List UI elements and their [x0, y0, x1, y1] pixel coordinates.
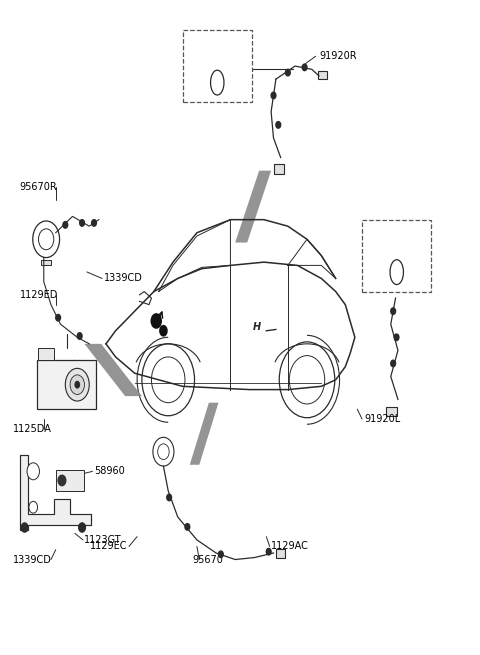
Text: 95674B: 95674B [374, 242, 419, 252]
Circle shape [56, 314, 60, 321]
Polygon shape [190, 403, 218, 465]
Text: (W/O ABS): (W/O ABS) [375, 228, 419, 237]
Text: 58920: 58920 [39, 362, 70, 372]
Circle shape [167, 494, 171, 500]
Circle shape [29, 501, 37, 513]
Circle shape [27, 463, 39, 480]
Circle shape [21, 523, 28, 532]
Text: 58960: 58960 [94, 466, 125, 476]
Text: 1125DA: 1125DA [12, 424, 51, 434]
Circle shape [58, 476, 66, 485]
Text: 1129ED: 1129ED [20, 290, 58, 300]
Circle shape [80, 219, 84, 226]
Circle shape [391, 360, 396, 367]
Circle shape [74, 381, 80, 388]
Text: 1339CD: 1339CD [12, 555, 51, 565]
Circle shape [63, 221, 68, 228]
FancyBboxPatch shape [274, 164, 284, 174]
Text: H: H [252, 322, 261, 333]
Text: 95670: 95670 [192, 555, 223, 565]
Circle shape [77, 333, 82, 339]
FancyBboxPatch shape [36, 360, 96, 409]
Text: 91920R: 91920R [319, 51, 357, 62]
Circle shape [70, 375, 84, 394]
Circle shape [271, 92, 276, 99]
Circle shape [65, 368, 89, 401]
Text: (W/O ABS): (W/O ABS) [195, 39, 239, 48]
Circle shape [276, 122, 281, 128]
Text: 91920L: 91920L [364, 414, 401, 424]
FancyBboxPatch shape [56, 470, 84, 491]
Text: 1123GT: 1123GT [84, 535, 122, 545]
Circle shape [391, 308, 396, 314]
FancyBboxPatch shape [41, 260, 51, 265]
FancyBboxPatch shape [276, 549, 286, 557]
Circle shape [218, 551, 223, 557]
Polygon shape [235, 171, 271, 242]
Text: 1339CD: 1339CD [104, 274, 143, 284]
Text: 1129EC: 1129EC [90, 542, 128, 552]
FancyBboxPatch shape [37, 348, 54, 360]
Circle shape [159, 325, 168, 337]
Text: 1129AC: 1129AC [271, 542, 309, 552]
Polygon shape [84, 344, 142, 396]
FancyBboxPatch shape [182, 30, 252, 102]
Text: 84182K: 84182K [195, 52, 240, 62]
FancyBboxPatch shape [318, 71, 326, 79]
Circle shape [185, 523, 190, 530]
Circle shape [79, 523, 85, 532]
Circle shape [92, 219, 96, 226]
Circle shape [302, 64, 307, 71]
Circle shape [286, 69, 290, 76]
Circle shape [266, 548, 271, 555]
Text: 95670R: 95670R [20, 182, 58, 192]
FancyBboxPatch shape [386, 407, 396, 416]
Polygon shape [20, 455, 91, 530]
Circle shape [151, 313, 162, 329]
Circle shape [394, 334, 399, 341]
FancyBboxPatch shape [362, 219, 432, 291]
